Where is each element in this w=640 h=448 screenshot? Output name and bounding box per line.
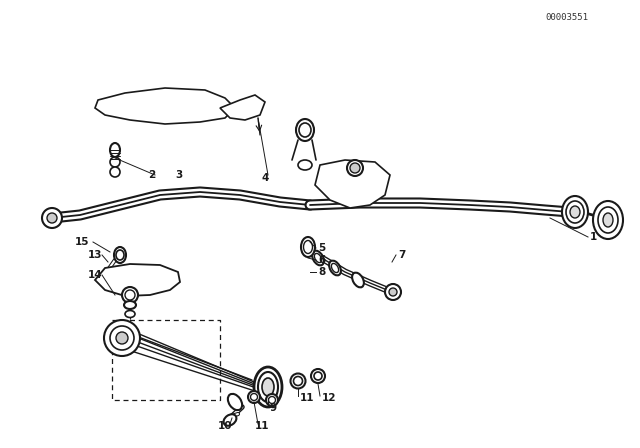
Polygon shape: [95, 88, 235, 124]
Ellipse shape: [332, 263, 339, 272]
Ellipse shape: [598, 207, 618, 233]
Ellipse shape: [296, 119, 314, 141]
Ellipse shape: [269, 396, 275, 404]
Ellipse shape: [294, 376, 303, 385]
Ellipse shape: [110, 167, 120, 177]
Circle shape: [122, 287, 138, 303]
Polygon shape: [315, 160, 390, 208]
Text: 9: 9: [270, 403, 277, 413]
Text: 14: 14: [88, 270, 102, 280]
Ellipse shape: [110, 143, 120, 157]
Text: 5: 5: [318, 243, 325, 253]
Ellipse shape: [570, 206, 580, 218]
Ellipse shape: [266, 394, 278, 406]
Ellipse shape: [223, 414, 236, 426]
Circle shape: [104, 320, 140, 356]
Ellipse shape: [314, 372, 322, 380]
Circle shape: [47, 213, 57, 223]
Ellipse shape: [352, 273, 364, 287]
Ellipse shape: [116, 250, 124, 260]
Text: 3: 3: [175, 170, 182, 180]
Circle shape: [350, 163, 360, 173]
Circle shape: [42, 208, 62, 228]
Ellipse shape: [329, 261, 341, 276]
Text: 1: 1: [590, 232, 597, 242]
Circle shape: [389, 288, 397, 296]
Text: 4: 4: [262, 173, 269, 183]
Circle shape: [116, 332, 128, 344]
Ellipse shape: [110, 157, 120, 167]
Ellipse shape: [114, 247, 126, 263]
Ellipse shape: [603, 213, 613, 227]
Ellipse shape: [562, 196, 588, 228]
Text: 13: 13: [88, 250, 102, 260]
Text: 6: 6: [318, 255, 325, 265]
Polygon shape: [220, 95, 265, 120]
Ellipse shape: [298, 160, 312, 170]
Ellipse shape: [228, 394, 242, 410]
Text: 15: 15: [75, 237, 90, 247]
Ellipse shape: [250, 393, 257, 401]
Ellipse shape: [593, 201, 623, 239]
Text: 11: 11: [255, 421, 269, 431]
Ellipse shape: [262, 378, 274, 396]
Ellipse shape: [301, 237, 315, 257]
Ellipse shape: [299, 123, 311, 137]
Ellipse shape: [566, 201, 584, 223]
Text: 8: 8: [318, 267, 325, 277]
Ellipse shape: [312, 250, 324, 265]
Text: 7: 7: [398, 250, 405, 260]
Circle shape: [385, 284, 401, 300]
Ellipse shape: [254, 367, 282, 407]
Text: 10: 10: [218, 421, 232, 431]
Text: 2: 2: [148, 170, 156, 180]
Ellipse shape: [125, 310, 135, 318]
Text: 11: 11: [300, 393, 314, 403]
Ellipse shape: [311, 369, 325, 383]
Ellipse shape: [303, 241, 312, 254]
Ellipse shape: [314, 254, 322, 263]
Ellipse shape: [248, 391, 260, 403]
Circle shape: [347, 160, 363, 176]
Text: 12: 12: [322, 393, 337, 403]
Ellipse shape: [258, 372, 278, 402]
Polygon shape: [95, 264, 180, 296]
Circle shape: [110, 326, 134, 350]
Ellipse shape: [124, 301, 136, 309]
Circle shape: [125, 290, 135, 300]
Ellipse shape: [291, 374, 305, 388]
Text: 00003551: 00003551: [545, 13, 588, 22]
